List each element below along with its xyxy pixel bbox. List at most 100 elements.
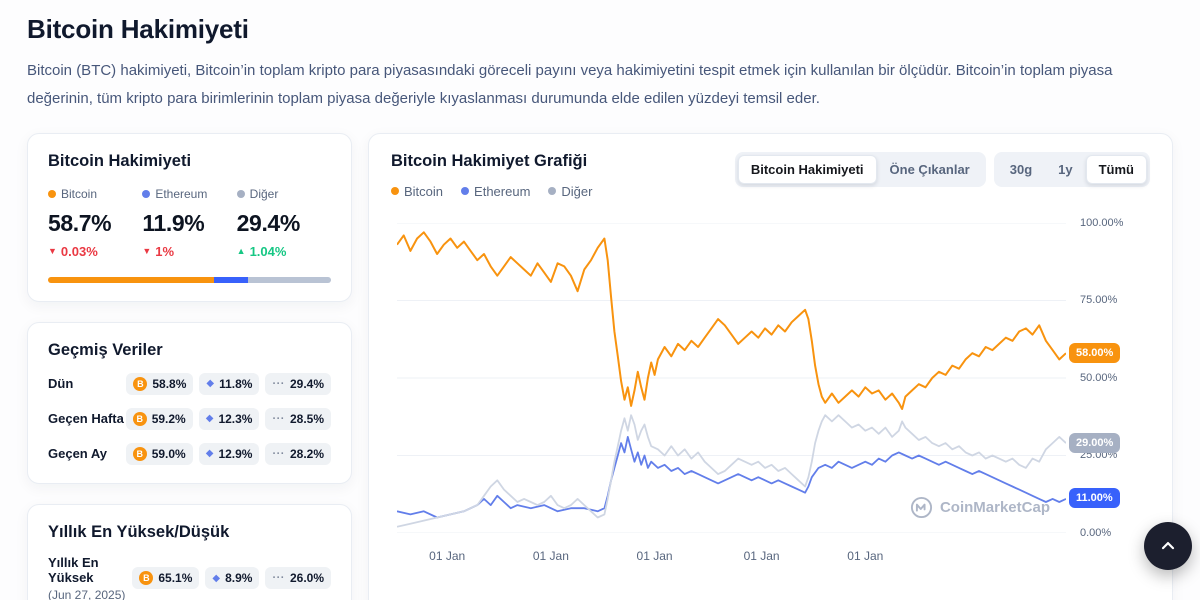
down-arrow-icon <box>142 247 151 256</box>
btc-pill: B 58.8% <box>126 372 194 395</box>
dominance-stacked-bar <box>48 276 331 283</box>
x-axis-label: 01 Jan <box>532 548 569 563</box>
ethereum-dominance-change: 1% <box>142 244 236 259</box>
bar-segment-ethereum <box>214 276 248 283</box>
dominance-chart-card: Bitcoin Hakimiyet Grafiği Bitcoin Ethere… <box>368 132 1173 600</box>
bitcoin-dot-icon <box>48 189 56 198</box>
history-row-label: Dün <box>48 376 74 391</box>
others-pill: ··· 28.2% <box>265 442 331 465</box>
ethereum-icon: ◆ <box>206 378 215 389</box>
range-1y-button[interactable]: 1y <box>1058 161 1073 177</box>
bitcoin-icon: B <box>132 411 147 426</box>
chart-type-tabs: Bitcoin Hakimiyeti Öne Çıkanlar <box>734 151 986 187</box>
yearly-high-row: Yıllık En Yüksek (Jun 27, 2025) B 65.1% ◆… <box>48 555 331 600</box>
others-pill: ··· 28.5% <box>265 407 331 430</box>
x-axis-label: 01 Jan <box>636 548 673 563</box>
others-pill: ··· 26.0% <box>265 567 331 589</box>
current-value-badge-diğer: 29.00% <box>1069 432 1121 453</box>
page-title: Bitcoin Hakimiyeti <box>27 14 249 44</box>
ethereum-icon: ◆ <box>205 413 214 424</box>
range-all-button[interactable]: Tümü <box>1085 154 1147 184</box>
y-axis-label: 100.00% <box>1080 216 1124 229</box>
ethereum-dominance-value: 11.9% <box>142 209 205 236</box>
bitcoin-icon: B <box>132 446 147 461</box>
time-range-selector: 30g 1y Tümü <box>993 151 1150 187</box>
yearly-range-card: Yıllık En Yüksek/Düşük Yıllık En Yüksek … <box>27 503 352 600</box>
tab-bitcoin-dominance[interactable]: Bitcoin Hakimiyeti <box>737 154 877 184</box>
eth-pill: ◆ 12.9% <box>198 442 260 465</box>
others-dominance-value: 29.4% <box>236 209 301 236</box>
btc-pill: B 59.0% <box>125 442 193 465</box>
ethereum-dot-icon <box>142 189 151 198</box>
page-header: Bitcoin Hakimiyeti Bitcoin (BTC) hakimiy… <box>27 14 1173 113</box>
eth-pill: ◆ 12.3% <box>198 407 260 430</box>
stats-sidebar: Bitcoin Hakimiyeti Bitcoin 58.7% 0.03% E… <box>27 132 352 600</box>
dominance-chart-svg <box>396 222 1067 533</box>
dominance-stat-others: Diğer 29.4% 1.04% <box>236 186 331 259</box>
history-row-label: Geçen Ay <box>48 446 108 461</box>
legend-item-bitcoin[interactable]: Bitcoin <box>391 184 443 199</box>
eth-pill: ◆ 11.8% <box>199 372 260 395</box>
y-axis-label: 0.00% <box>1080 526 1112 539</box>
history-card-title: Geçmiş Veriler <box>48 340 163 359</box>
dominance-stat-ethereum: Ethereum 11.9% 1% <box>142 187 236 259</box>
chart-plot[interactable] <box>396 222 1067 533</box>
chart-title: Bitcoin Hakimiyet Grafiği <box>391 151 588 170</box>
chart-legend: Bitcoin Ethereum Diğer <box>391 184 592 199</box>
chevron-up-icon <box>1161 542 1175 550</box>
others-icon: ··· <box>272 412 285 425</box>
ethereum-icon: ◆ <box>212 572 221 584</box>
ethereum-icon: ◆ <box>205 448 214 459</box>
series-line-diğer <box>396 413 1067 528</box>
page-content: Bitcoin Hakimiyeti Bitcoin 58.7% 0.03% E… <box>27 132 1173 600</box>
down-arrow-icon <box>48 247 57 256</box>
series-line-bitcoin <box>396 230 1067 410</box>
history-row-yesterday: Dün B 58.8% ◆ 11.8% ··· 29.4% <box>48 372 331 395</box>
dominance-summary-card: Bitcoin Hakimiyeti Bitcoin 58.7% 0.03% E… <box>27 132 352 302</box>
x-axis-label: 01 Jan <box>743 548 780 563</box>
up-arrow-icon <box>237 247 246 256</box>
chart-area: CoinMarketCap 0.00% 25.00% 50.00% 75.00% 100… <box>391 215 1150 577</box>
range-card-title: Yıllık En Yüksek/Düşük <box>48 522 230 541</box>
history-row-label: Geçen Hafta <box>48 411 124 426</box>
legend-label: Diğer <box>249 186 279 201</box>
bar-segment-others <box>247 276 331 283</box>
bitcoin-dot-icon <box>391 187 399 195</box>
page-description: Bitcoin (BTC) hakimiyeti, Bitcoin’in top… <box>27 62 1113 107</box>
y-axis-label: 75.00% <box>1080 294 1118 306</box>
btc-pill: B 65.1% <box>132 567 200 589</box>
current-value-badge-bitcoin: 58.00% <box>1069 342 1121 363</box>
x-axis-label: 01 Jan <box>847 548 884 563</box>
bitcoin-dominance-change: 0.03% <box>48 244 142 259</box>
history-row-last-week: Geçen Hafta B 59.2% ◆ 12.3% ··· 28.5% <box>48 407 331 430</box>
legend-label: Bitcoin <box>61 186 98 201</box>
others-dominance-change: 1.04% <box>237 244 331 259</box>
dominance-columns: Bitcoin 58.7% 0.03% Ethereum 11.9% 1% Di… <box>48 187 331 259</box>
chart-controls: Bitcoin Hakimiyeti Öne Çıkanlar 30g 1y T… <box>734 151 1150 187</box>
x-axis-label: 01 Jan <box>429 548 466 563</box>
legend-item-ethereum[interactable]: Ethereum <box>461 184 530 199</box>
btc-pill: B 59.2% <box>125 407 193 430</box>
range-30d-button[interactable]: 30g <box>1009 161 1033 177</box>
legend-item-others[interactable]: Diğer <box>548 184 592 199</box>
bitcoin-icon: B <box>139 571 154 585</box>
series-line-ethereum <box>396 435 1067 518</box>
tab-featured[interactable]: Öne Çıkanlar <box>889 161 970 177</box>
current-value-badge-ethereum: 11.00% <box>1069 488 1120 509</box>
scroll-to-top-button[interactable] <box>1144 522 1192 570</box>
others-pill: ··· 29.4% <box>265 372 331 395</box>
bitcoin-icon: B <box>133 376 148 391</box>
bar-segment-bitcoin <box>48 276 215 283</box>
others-icon: ··· <box>272 447 285 460</box>
yearly-high-date: (Jun 27, 2025) <box>48 587 126 600</box>
legend-label: Ethereum <box>155 186 208 201</box>
dominance-card-title: Bitcoin Hakimiyeti <box>48 151 192 170</box>
y-axis-label: 50.00% <box>1080 371 1118 384</box>
bitcoin-dominance-value: 58.7% <box>48 209 112 236</box>
yearly-high-label: Yıllık En Yüksek <box>48 554 99 585</box>
others-dot-icon <box>236 189 245 198</box>
others-dot-icon <box>548 187 557 195</box>
others-icon: ··· <box>272 572 285 584</box>
chart-header: Bitcoin Hakimiyet Grafiği Bitcoin Ethere… <box>391 151 1150 199</box>
